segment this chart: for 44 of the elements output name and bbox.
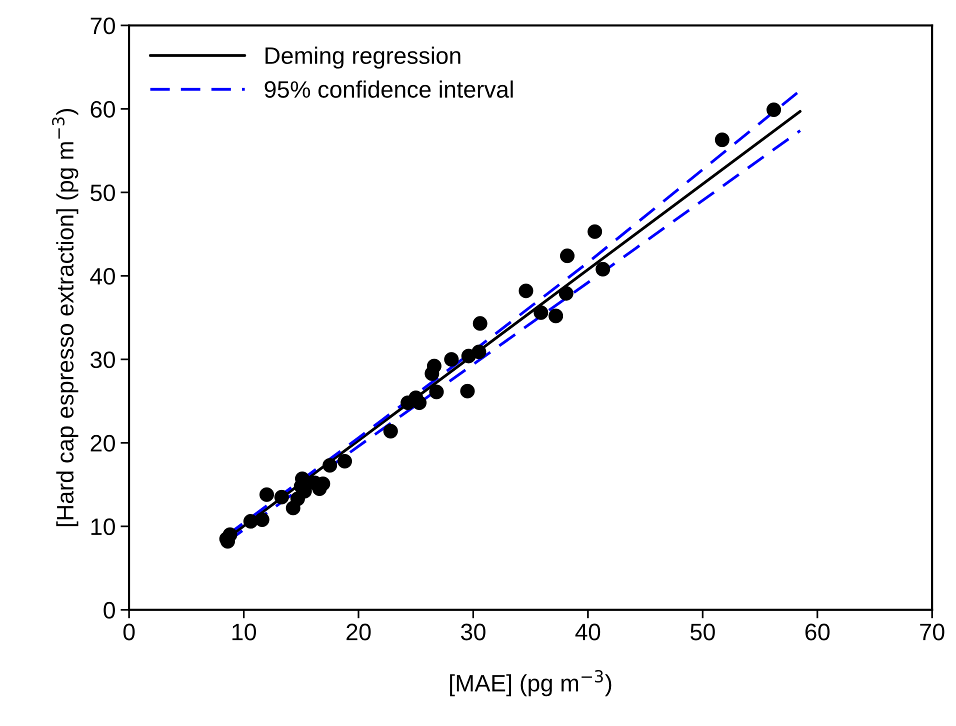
point — [322, 458, 338, 473]
point — [429, 384, 444, 400]
point — [243, 514, 258, 529]
point — [383, 424, 398, 438]
x-tick-label: 70 — [920, 624, 944, 640]
y-tick-label: 30 — [90, 351, 115, 368]
point — [472, 316, 488, 331]
point — [714, 132, 730, 148]
x-tick-label: 60 — [805, 624, 830, 640]
x-tick-label: 50 — [690, 624, 715, 640]
point — [444, 352, 459, 367]
y-tick-label: 0 — [104, 602, 115, 619]
point — [426, 358, 442, 374]
point — [337, 454, 352, 469]
point — [548, 308, 564, 324]
x-tick-label: 0 — [123, 624, 135, 640]
point — [254, 512, 270, 527]
y-axis-title: [Hard cap espresso extraction] (pg m$^{−3}$) — [52, 109, 78, 526]
y-tick-label: 50 — [90, 184, 115, 202]
legend-label: 95% confidence interval — [264, 80, 513, 98]
point — [766, 102, 782, 118]
y-tick-label: 60 — [90, 100, 115, 118]
point — [518, 284, 534, 298]
x-tick-label: 30 — [460, 624, 486, 640]
point — [412, 396, 427, 410]
x-tick-label: 10 — [232, 624, 256, 640]
x-axis-title: [MAE] (pg m$^{−3}$) — [450, 670, 612, 696]
point — [588, 224, 602, 239]
point — [558, 286, 574, 301]
x-tick-label: 20 — [346, 624, 371, 640]
x-tick-label: 40 — [575, 624, 600, 640]
y-tick-label: 10 — [91, 518, 115, 536]
legend-label: Deming regression — [266, 46, 460, 69]
point — [560, 248, 575, 264]
y-tick-label: 40 — [90, 268, 115, 285]
point — [472, 344, 486, 360]
point — [274, 490, 289, 504]
point — [460, 384, 475, 398]
y-tick-label: 20 — [90, 434, 115, 452]
y-tick-label: 70 — [90, 17, 115, 34]
point — [596, 262, 610, 276]
point — [534, 305, 548, 320]
point — [259, 487, 274, 502]
point — [222, 527, 238, 542]
